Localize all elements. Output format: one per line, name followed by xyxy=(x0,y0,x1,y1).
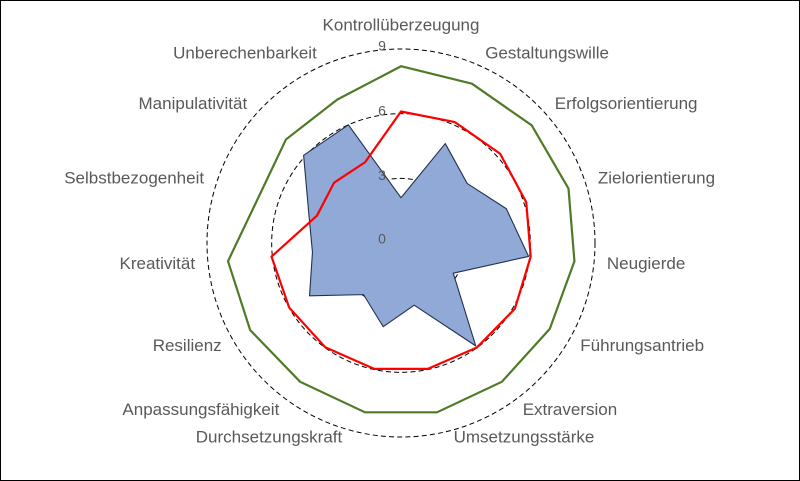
svg-text:Durchsetzungskraft: Durchsetzungskraft xyxy=(196,427,343,446)
svg-text:Kreativität: Kreativität xyxy=(120,254,196,273)
svg-text:Erfolgsorientierung: Erfolgsorientierung xyxy=(555,94,698,113)
svg-text:Neugierde: Neugierde xyxy=(607,254,685,273)
svg-text:Anpassungsfähigkeit: Anpassungsfähigkeit xyxy=(122,400,279,419)
svg-text:Unberechenbarkeit: Unberechenbarkeit xyxy=(173,43,317,62)
svg-text:0: 0 xyxy=(378,231,386,247)
svg-text:6: 6 xyxy=(378,102,386,118)
svg-text:Zielorientierung: Zielorientierung xyxy=(598,168,715,187)
svg-text:Kontrollüberzeugung: Kontrollüberzeugung xyxy=(323,15,480,34)
svg-text:9: 9 xyxy=(378,38,386,54)
svg-text:Selbstbezogenheit: Selbstbezogenheit xyxy=(64,168,204,187)
svg-text:Manipulativität: Manipulativität xyxy=(139,94,248,113)
svg-text:Umsetzungsstärke: Umsetzungsstärke xyxy=(454,427,595,446)
svg-text:Extraversion: Extraversion xyxy=(523,400,617,419)
svg-text:Gestaltungswille: Gestaltungswille xyxy=(485,43,609,62)
svg-text:3: 3 xyxy=(378,167,386,183)
svg-text:Resilienz: Resilienz xyxy=(153,336,222,355)
svg-text:Führungsantrieb: Führungsantrieb xyxy=(580,336,704,355)
